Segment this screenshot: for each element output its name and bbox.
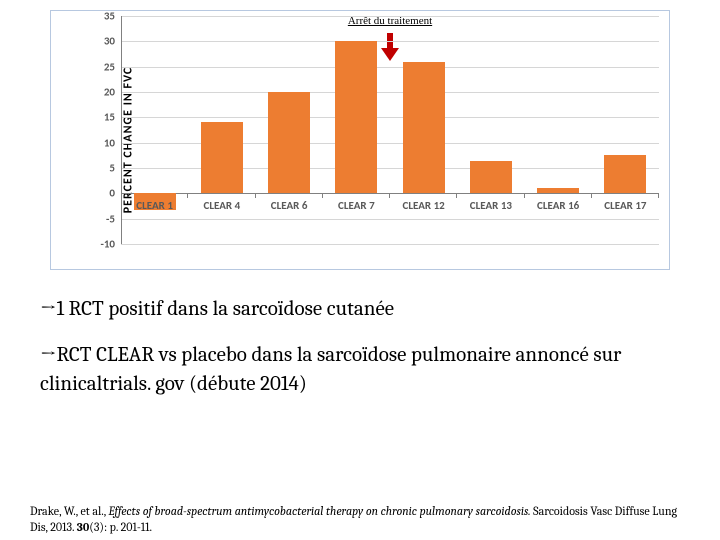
cite-authors: Drake, W., et al., [30, 504, 108, 518]
bar [537, 188, 579, 193]
gridline [121, 92, 659, 93]
bullet-1: →1 RCT positif dans la sarcoïdose cutané… [40, 295, 680, 323]
category-label: CLEAR 7 [326, 199, 386, 212]
y-tick-label: 35 [93, 10, 115, 23]
y-tick-label: 25 [93, 60, 115, 73]
bar [268, 92, 310, 193]
cite-vol: 30 [77, 520, 90, 534]
bullet-2a: RCT CLEAR vs placebo dans la sarcoïdose … [56, 343, 621, 367]
arrow-right-icon: → [40, 297, 56, 321]
y-tick-label: 5 [93, 162, 115, 175]
bullet-2: →RCT CLEAR vs placebo dans la sarcoïdose… [40, 341, 680, 398]
category-label: CLEAR 4 [192, 199, 252, 212]
zero-line [121, 193, 659, 194]
bar [335, 41, 377, 193]
citation: Drake, W., et al., Effects of broad-spec… [30, 503, 690, 535]
bar [201, 122, 243, 193]
gridline [121, 67, 659, 68]
y-tick-label: 15 [93, 111, 115, 124]
x-tick [456, 193, 457, 198]
category-label: CLEAR 16 [528, 199, 588, 212]
x-tick [389, 193, 390, 198]
y-tick-label: 0 [93, 187, 115, 200]
gridline [121, 219, 659, 220]
x-tick [591, 193, 592, 198]
y-tick-label: -5 [93, 212, 115, 225]
x-tick [322, 193, 323, 198]
y-tick-label: 30 [93, 35, 115, 48]
arrow-right-icon: → [40, 343, 56, 367]
y-tick-label: 20 [93, 86, 115, 99]
x-tick [187, 193, 188, 198]
category-label: CLEAR 6 [259, 199, 319, 212]
plot-area: -10-505101520253035CLEAR 1CLEAR 4CLEAR 6… [121, 16, 659, 244]
gridline [121, 16, 659, 17]
cite-rest: (3): p. 201-11. [89, 520, 152, 534]
chart-frame: Arrêt du traitement PERCENT CHANGE IN FV… [50, 10, 670, 270]
cite-title: Effects of broad-spectrum antimycobacter… [108, 504, 533, 518]
y-tick-label: -10 [93, 238, 115, 251]
x-tick [255, 193, 256, 198]
bullet-1-text: 1 RCT positif dans la sarcoïdose cutanée [56, 297, 394, 321]
bar [604, 155, 646, 193]
y-axis [121, 16, 122, 244]
category-label: CLEAR 1 [125, 199, 185, 212]
category-label: CLEAR 12 [394, 199, 454, 212]
bar [403, 62, 445, 194]
x-tick [524, 193, 525, 198]
bullet-2-link: clinicaltrials. gov [40, 372, 189, 396]
category-label: CLEAR 13 [461, 199, 521, 212]
bar [470, 161, 512, 193]
gridline [121, 244, 659, 245]
category-label: CLEAR 17 [595, 199, 655, 212]
bullet-2b: (débute 2014) [189, 372, 307, 396]
y-tick-label: 10 [93, 136, 115, 149]
gridline [121, 41, 659, 42]
gridline [121, 117, 659, 118]
x-tick [658, 193, 659, 198]
